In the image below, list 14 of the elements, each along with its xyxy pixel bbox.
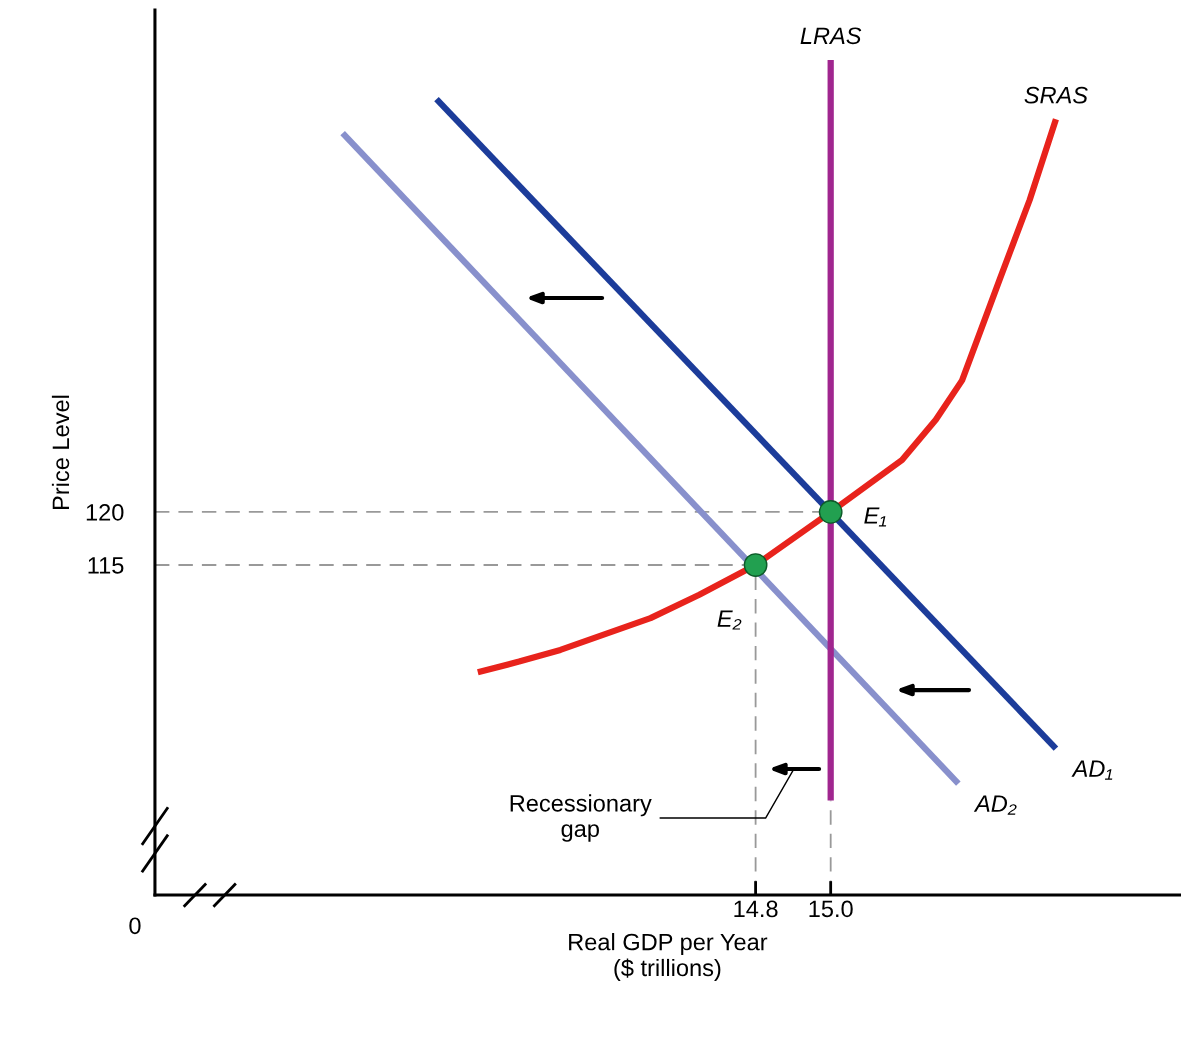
series-label: SRAS <box>1024 86 1088 104</box>
x-tick-label: 15.0 <box>809 900 853 918</box>
text: 0 <box>129 917 141 935</box>
x-axis-title: Real GDP per Year ($ trillions) <box>569 933 768 981</box>
series-label: AD₂ <box>973 795 1017 815</box>
y-tick-label: 115 <box>88 557 124 574</box>
series-label: LRAS <box>800 27 862 45</box>
series-label: AD₁ <box>1071 760 1113 780</box>
x-tick-label: 14.8 <box>734 900 778 918</box>
y-tick-label: 120 <box>86 504 124 521</box>
y-axis-title: Price Level <box>51 395 70 509</box>
annotation: E₂ <box>717 610 742 630</box>
annotation: E₁ <box>864 507 887 527</box>
annotation: Recessionary gap <box>510 794 652 842</box>
